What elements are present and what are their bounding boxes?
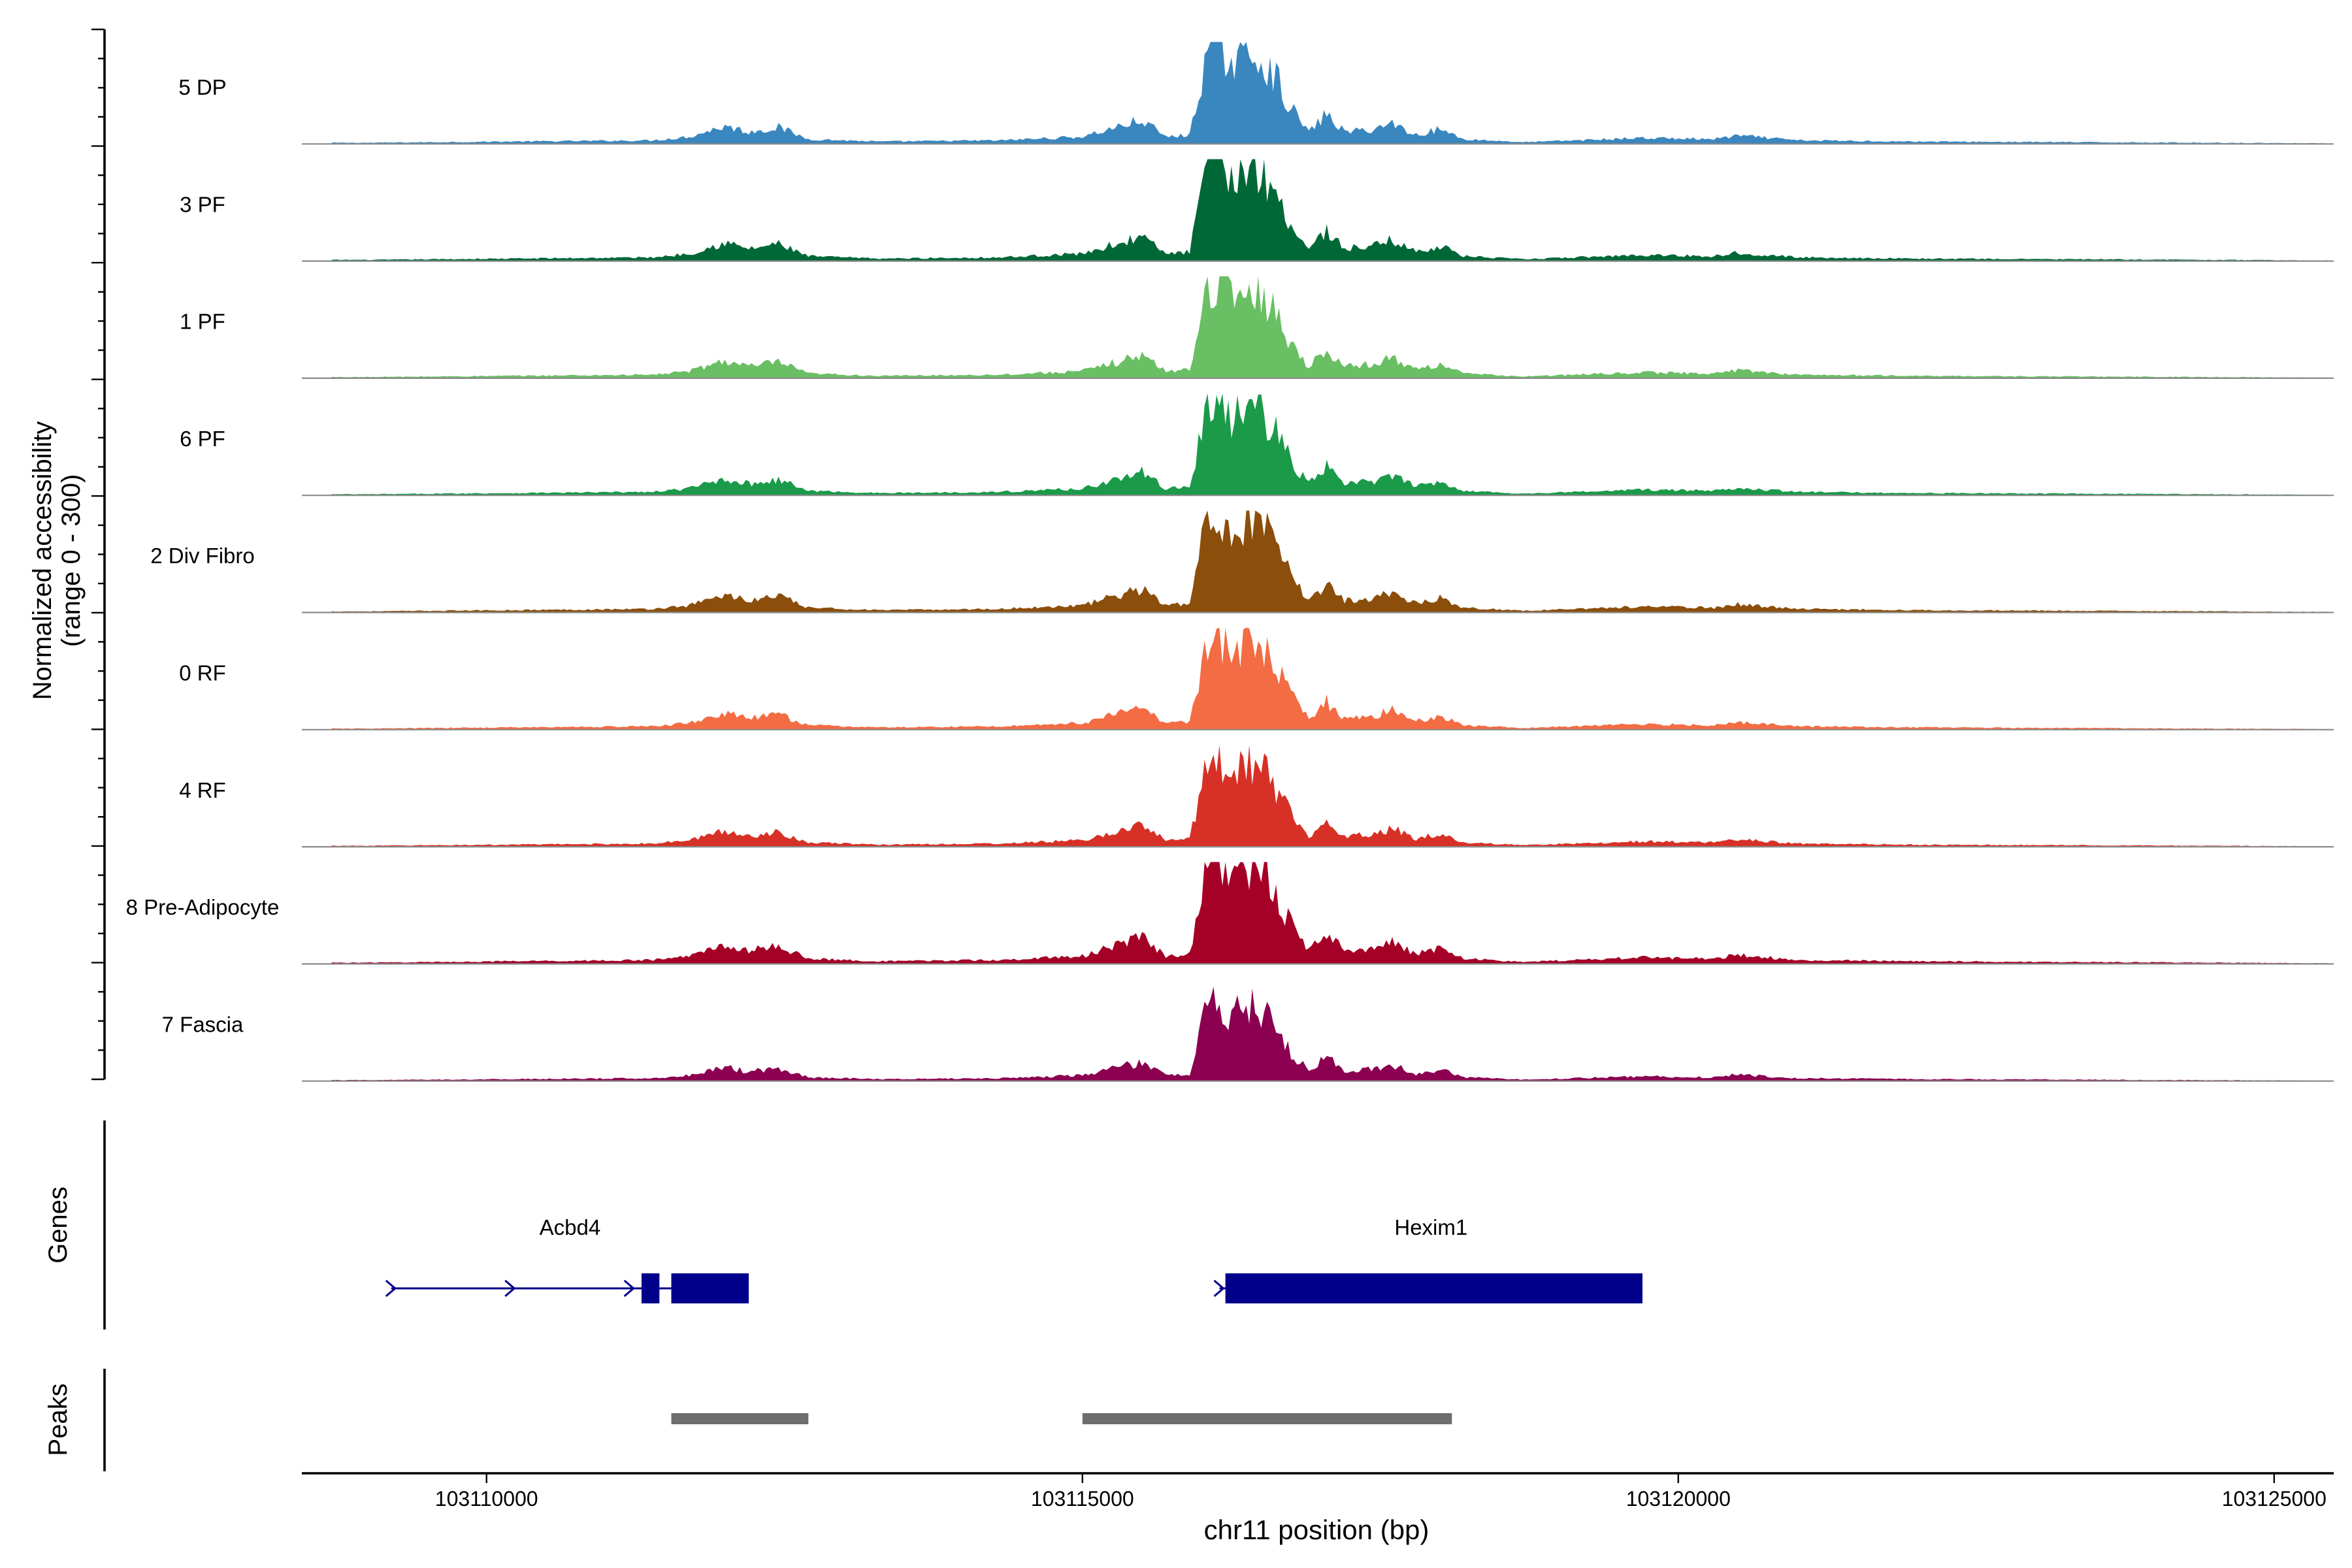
gene-exon bbox=[1225, 1273, 1642, 1303]
peak-track bbox=[671, 1413, 1452, 1424]
y-axis-label-line2: (range 0 - 300) bbox=[57, 474, 86, 647]
strand-arrow bbox=[623, 1279, 635, 1298]
coverage-area bbox=[331, 862, 2328, 964]
strand-arrow bbox=[504, 1279, 516, 1298]
coverage-area bbox=[331, 510, 2328, 613]
track-label: 5 DP bbox=[178, 75, 226, 99]
x-tick-label: 103115000 bbox=[1031, 1487, 1134, 1511]
genes-track-label: Genes bbox=[44, 1186, 73, 1264]
axes: 103110000 103115000 103120000 103125000 bbox=[91, 28, 2334, 1511]
coverage-area bbox=[331, 159, 2328, 261]
gene-exon bbox=[641, 1273, 660, 1303]
coverage-tracks: 5 DP 3 PF 1 PF 6 PF 2 Div Fibro 0 RF 4 RF 8 Pre… bbox=[126, 42, 2334, 1082]
coverage-area bbox=[331, 627, 2328, 730]
x-tick-label: 103125000 bbox=[2222, 1487, 2327, 1511]
coverage-area bbox=[331, 276, 2328, 378]
x-tick-label: 103120000 bbox=[1626, 1487, 1731, 1511]
track-label: 3 PF bbox=[180, 192, 225, 216]
y-tick-marks bbox=[91, 28, 105, 1081]
strand-arrow bbox=[385, 1279, 397, 1298]
x-ticks: 103110000 103115000 103120000 103125000 bbox=[435, 1473, 2327, 1511]
gene-label: Acbd4 bbox=[540, 1215, 601, 1239]
gene-label: Hexim1 bbox=[1394, 1215, 1467, 1239]
track-label: 1 PF bbox=[180, 310, 225, 334]
peak-bar bbox=[671, 1413, 809, 1424]
peak-bar bbox=[1082, 1413, 1452, 1424]
track-label: 7 Fascia bbox=[162, 1012, 244, 1036]
strand-arrow bbox=[1213, 1279, 1225, 1298]
track-label: 2 Div Fibro bbox=[150, 544, 255, 568]
x-axis-label: chr11 position (bp) bbox=[1204, 1514, 1429, 1545]
coverage-area bbox=[331, 393, 2328, 496]
x-tick-label: 103110000 bbox=[435, 1487, 538, 1511]
peaks-track-label: Peaks bbox=[44, 1383, 73, 1456]
coverage-area bbox=[331, 745, 2328, 847]
y-axis-label-line1: Normalized accessibility bbox=[28, 421, 57, 700]
gene-exon bbox=[671, 1273, 749, 1303]
gene-track: Acbd4 Hexim1 bbox=[385, 1215, 1643, 1303]
track-label: 8 Pre-Adipocyte bbox=[126, 895, 280, 919]
coverage-area bbox=[331, 42, 2328, 144]
track-label: 6 PF bbox=[180, 427, 225, 451]
track-label: 4 RF bbox=[179, 778, 226, 802]
track-label: 0 RF bbox=[179, 661, 226, 685]
coverage-area bbox=[331, 987, 2328, 1081]
